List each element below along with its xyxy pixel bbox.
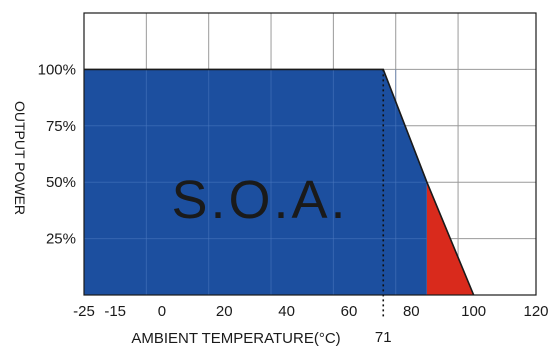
soa-label: S.O.A. [171,170,348,230]
y-tick-label: 100% [38,61,76,78]
x-tick-label: 80 [403,303,420,320]
tick-labels: -25 -15 0 20 40 60 80 100 120 25% 50% 75% 100% 71 [38,61,549,346]
y-axis-label: OUTPUT POWER [12,101,28,215]
derating-curve [84,68,475,296]
x-tick-label: -15 [104,303,126,320]
x-axis-label: AMBIENT TEMPERATURE(°C) [131,330,340,347]
x-tick-label: -25 [73,303,95,320]
x-tick-label: 120 [523,303,548,320]
x-tick-label: 60 [341,303,358,320]
x-tick-label: 40 [278,303,295,320]
plot-frame [83,12,537,296]
x-tick-label: 100 [461,303,486,320]
overlay [84,68,475,317]
x-tick-label: 20 [216,303,233,320]
marker-label-71: 71 [375,329,392,346]
y-tick-label: 75% [46,118,76,135]
y-tick-label: 25% [46,231,76,248]
x-tick-label: 0 [158,303,166,320]
y-tick-label: 50% [46,174,76,191]
